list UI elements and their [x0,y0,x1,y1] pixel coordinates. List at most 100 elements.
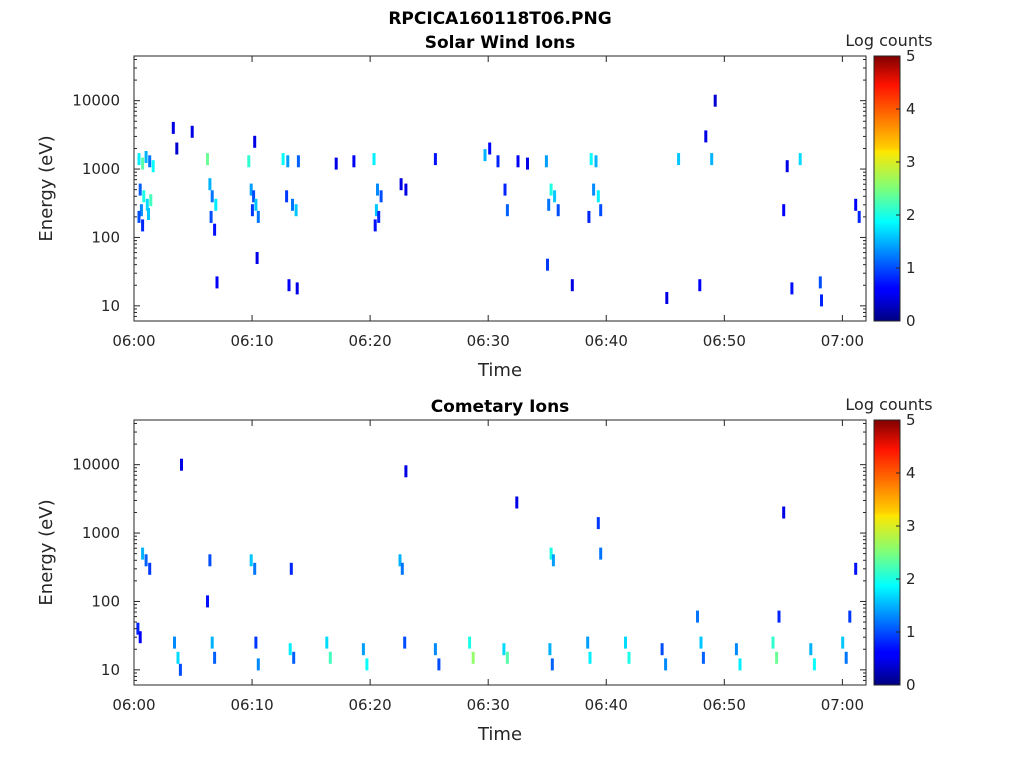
data-cell [214,198,218,211]
data-cell [291,198,294,211]
y-tick-label: 10 [101,297,120,315]
data-cell [570,279,574,292]
data-cell [549,547,553,560]
data-cell [145,198,149,211]
data-cell [505,651,509,664]
data-cell [854,198,858,211]
colorbar-scale [873,55,901,322]
data-cell [249,183,253,196]
data-cell [376,183,379,196]
data-cell [841,636,845,649]
data-cell [505,204,509,217]
panel-title: Cometary Ions [431,397,570,417]
x-tick-label: 06:30 [467,332,510,350]
data-cell [139,204,143,217]
data-cell [138,183,142,196]
colorbar-tick-label: 4 [906,100,916,118]
data-cell [857,210,861,223]
x-tick-label: 06:40 [585,332,628,350]
data-cell [771,636,775,649]
data-cell [782,506,786,519]
data-cell [328,651,332,664]
data-cell [589,153,593,166]
data-cell [599,547,603,560]
data-cell [587,210,591,223]
data-cell [547,198,551,211]
data-cell [289,562,293,575]
x-tick-label: 06:00 [112,696,155,714]
y-tick-label: 10000 [72,456,120,474]
data-cell [254,198,258,211]
panel-title: Solar Wind Ions [425,33,576,53]
data-cell [502,643,506,656]
data-cell [696,610,699,623]
data-cell [249,554,253,567]
x-tick-label: 06:50 [703,696,746,714]
data-cell [208,178,212,191]
colorbar-tick-label: 2 [906,570,916,588]
colorbar-tick-label: 5 [906,47,916,65]
panel-1: 06:00 06:10 06:20 06:30 06:40 06:50 07:0010100… [36,31,933,381]
x-tick-label: 06:30 [467,696,510,714]
data-cell [596,517,600,530]
data-cell [352,155,356,168]
data-cell [677,153,681,166]
y-tick-label: 1000 [82,160,120,178]
data-cell [699,636,703,649]
data-cell [190,125,194,138]
x-axis-label: Time [477,724,522,745]
data-cell [372,153,376,166]
data-cell [180,458,183,471]
y-tick-label: 10 [101,661,120,679]
data-cell [206,153,209,166]
data-cell [798,153,802,166]
data-cell [777,610,781,623]
data-cell [206,595,209,608]
data-cell [404,183,408,196]
data-cell [660,643,664,656]
data-cell [433,153,437,166]
data-cell [809,643,813,656]
x-tick-label: 06:10 [230,696,273,714]
data-cell [137,153,141,166]
data-cell [854,562,858,575]
data-cell [144,554,148,567]
data-cell [151,160,155,173]
plot-frame [133,55,867,322]
data-cell [437,658,441,671]
data-cell [701,651,705,664]
data-cell [399,178,403,191]
data-cell [137,210,141,223]
colorbar-tick-label: 1 [906,623,916,641]
data-cell [516,155,520,168]
data-cell [377,210,381,223]
data-cell [147,208,150,220]
x-tick-label: 06:20 [349,332,392,350]
colorbar-label: Log counts [845,31,932,50]
data-cell [503,183,507,196]
data-cell [247,155,251,168]
colorbar-tick-label: 0 [906,676,916,694]
x-tick-label: 06:10 [230,332,273,350]
data-cell [292,651,296,664]
data-cell [141,219,145,232]
x-tick-label: 07:00 [821,696,864,714]
panel-2: 06:00 06:10 06:20 06:30 06:40 06:50 07:0010100… [36,395,933,745]
data-cell [592,183,596,196]
data-cell [325,636,329,649]
colorbar-tick-label: 2 [906,206,916,224]
data-cell [296,155,300,168]
data-cell [256,210,260,223]
colorbar-label: Log counts [845,395,932,414]
data-cell [812,658,816,671]
data-cell [790,282,794,295]
data-cell [173,636,176,649]
y-axis-label: Energy (eV) [36,499,57,605]
data-cell [178,663,182,676]
x-tick-label: 06:20 [349,696,392,714]
data-cell [596,190,600,203]
data-cell [546,258,549,271]
data-cell [176,651,180,664]
data-cell [379,190,383,203]
